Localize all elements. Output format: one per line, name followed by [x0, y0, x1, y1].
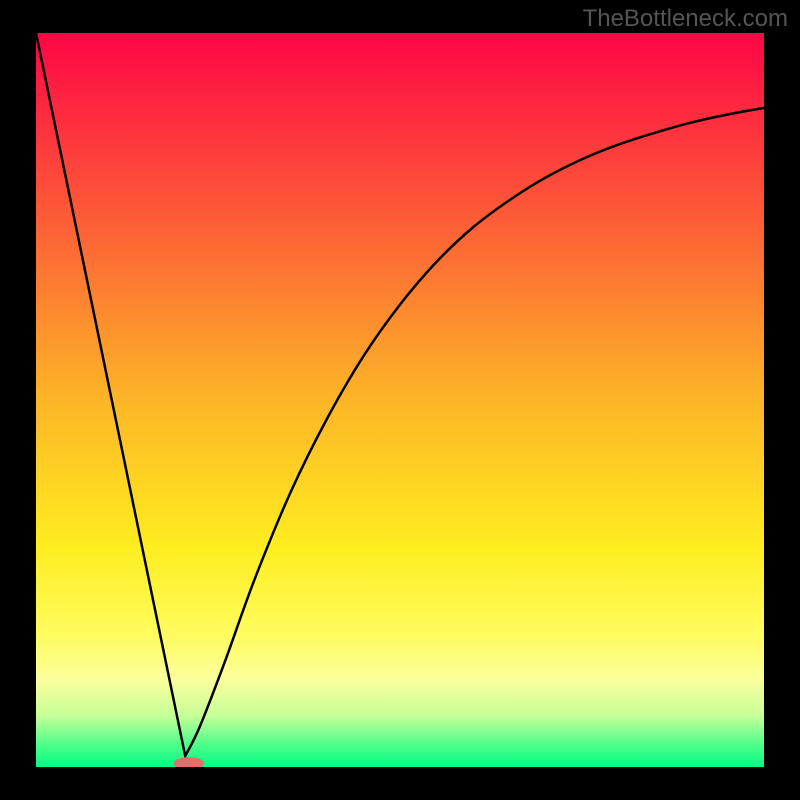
chart-container: TheBottleneck.com	[0, 0, 800, 800]
bottleneck-chart	[0, 0, 800, 800]
chart-background	[36, 33, 764, 767]
watermark-text: TheBottleneck.com	[583, 5, 788, 33]
